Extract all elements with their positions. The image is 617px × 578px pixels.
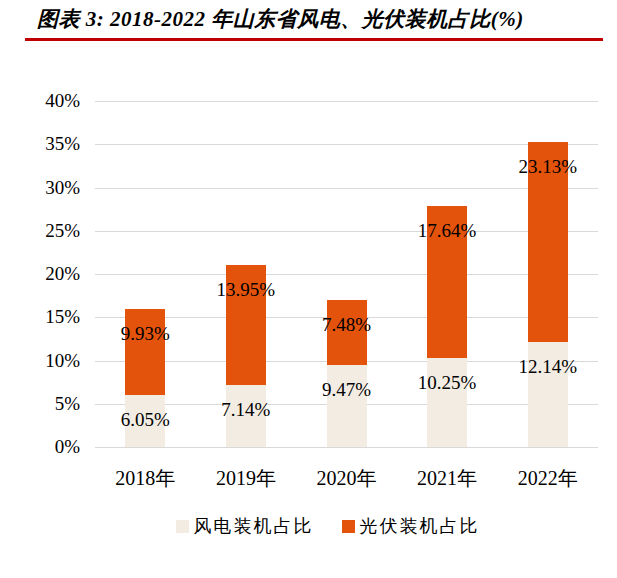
solar-legend-swatch [342,520,355,533]
report-figure: 图表 3: 2018-2022 年山东省风电、光伏装机占比(%) 0%5%10%… [0,0,617,578]
data-label-wind-2018年: 6.05% [121,409,170,431]
data-label-solar-2022年: 23.13% [518,156,577,178]
data-label-wind-2021年: 10.25% [418,372,477,394]
legend-item-label-wind: 风电装机占比 [194,514,314,538]
x-axis-label-2022年: 2022年 [518,465,578,492]
legend-item-wind: 风电装机占比 [176,514,314,538]
gridline-20% [95,274,598,275]
x-axis-label-2019年: 2019年 [216,465,276,492]
gridline-40% [95,101,598,102]
bar-segment-solar-2018年 [125,309,165,395]
y-axis-tick-label: 5% [20,392,80,414]
x-axis-label-2020年: 2020年 [317,465,377,492]
x-axis-label-2018年: 2018年 [115,465,175,492]
data-label-solar-2020年: 7.48% [322,314,371,336]
y-axis-tick-label: 0% [20,436,80,458]
stacked-bar-chart: 0% 5% 10% 15% 20% 25% 30% 35% 40% 9.93% 6.05% 2018年… [0,0,617,578]
bar-segment-wind-2020年 [327,365,367,447]
y-axis-tick-label: 30% [20,176,80,198]
chart-legend: 风电装机占比 光伏装机占比 [0,514,617,538]
data-label-wind-2020年: 9.47% [322,379,371,401]
legend-item-label-solar: 光伏装机占比 [360,514,480,538]
wind-legend-swatch [176,520,189,533]
data-label-wind-2019年: 7.14% [221,399,270,421]
y-axis-tick-label: 40% [20,90,80,112]
legend-item-solar: 光伏装机占比 [342,514,480,538]
y-axis-tick-label: 25% [20,219,80,241]
y-axis-tick-label: 20% [20,263,80,285]
y-axis-tick-label: 35% [20,133,80,155]
data-label-wind-2022年: 12.14% [518,356,577,378]
gridline-25% [95,231,598,232]
x-axis-label-2021年: 2021年 [417,465,477,492]
y-axis-tick-label: 10% [20,349,80,371]
y-axis-tick-label: 15% [20,306,80,328]
gridline-30% [95,188,598,189]
gridline-0% [95,447,598,448]
data-label-solar-2021年: 17.64% [418,220,477,242]
gridline-35% [95,144,598,145]
data-label-solar-2019年: 13.95% [217,279,276,301]
data-label-solar-2018年: 9.93% [121,323,170,345]
